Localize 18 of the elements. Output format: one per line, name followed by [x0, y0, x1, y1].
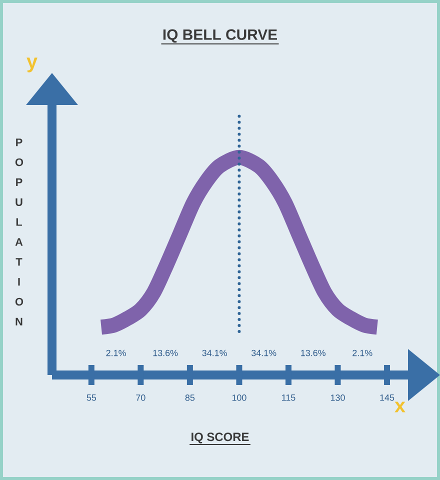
x-tick-label: 145 [380, 394, 394, 401]
x-axis-title: IQ SCORE [192, 432, 249, 444]
text: y [26, 58, 38, 72]
annotation: 34.1% [202, 350, 227, 356]
text: x [394, 402, 406, 412]
annotation: 2.1% [106, 350, 126, 356]
x-tick-label: 100 [232, 394, 246, 401]
x-tick-label: 55 [86, 394, 96, 401]
annotation: 34.1% [251, 350, 276, 356]
annotation: 2.1% [352, 350, 372, 356]
x-tick-label: 115 [282, 394, 296, 401]
chart-title: IQ BELL CURVE [163, 29, 277, 43]
text: P O P U L A T I O N [15, 138, 24, 326]
x-tick-label: 85 [185, 394, 195, 401]
annotation: 13.6% [301, 350, 326, 356]
x-tick-label: 70 [136, 394, 146, 401]
x-tick-label: 130 [330, 394, 345, 401]
annotation: 13.6% [153, 350, 178, 356]
